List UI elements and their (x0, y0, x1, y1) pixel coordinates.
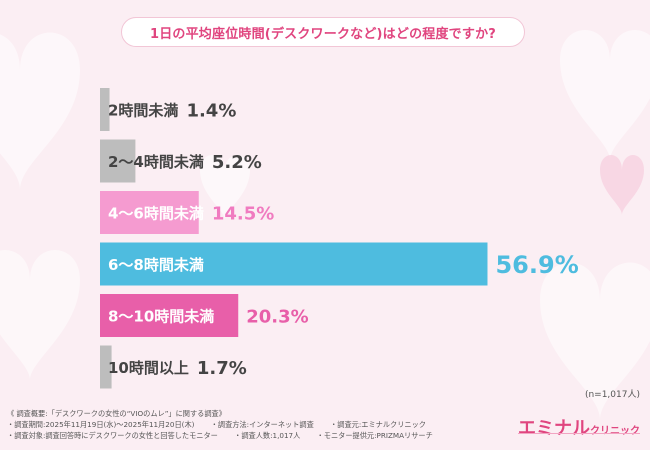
survey-method: ・調査方法:インターネット調査 (210, 420, 314, 429)
survey-count: ・調査人数:1,017人 (234, 431, 301, 440)
category-label-3: 6～8時間未満 (108, 256, 204, 274)
heart-decoration (560, 30, 650, 160)
category-label-4: 8～10時間未満 (108, 308, 214, 326)
bar-2 (100, 191, 199, 234)
value-label-0: 1.4% (186, 101, 236, 122)
heart-decoration (600, 155, 644, 215)
survey-period: ・調査期間:2025年11月19日(水)～2025年11月20日(木) (7, 420, 195, 429)
value-label-3: 56.9% (495, 251, 578, 279)
sample-size-note: (n=1,017人) (584, 390, 640, 400)
survey-organizer: ・調査元:エミナルクリニック (330, 420, 426, 429)
category-label-2: 4～6時間未満 (108, 205, 204, 223)
bar-5 (100, 345, 112, 389)
survey-footer: 《 調査概要:「デスクワークの女性の“VIOのムレ”」に関する調査》 ・調査期間… (7, 408, 447, 441)
logo-underline (518, 433, 640, 434)
logo-main-text: エミナル (518, 418, 590, 439)
value-label-2: 14.5% (212, 204, 274, 225)
survey-target: ・調査対象:調査回答時にデスクワークの女性と回答したモニター (7, 431, 218, 440)
value-label-5: 1.7% (197, 358, 247, 379)
category-label-5: 10時間以上 (108, 359, 189, 377)
bar-0 (100, 88, 110, 131)
heart-decoration (200, 155, 250, 220)
chart-title: 1日の平均座位時間(デスクワークなど)はどの程度ですか? (121, 17, 525, 47)
bar-1 (100, 139, 136, 183)
bar-4 (100, 294, 239, 337)
heart-decoration (540, 262, 650, 420)
heart-decoration (0, 32, 80, 190)
value-label-1: 5.2% (212, 152, 262, 173)
logo-sub-text: クリニック (590, 426, 640, 437)
category-label-1: 2～4時間未満 (108, 153, 204, 171)
heart-decoration (0, 250, 80, 380)
footer-line3: ・調査対象:調査回答時にデスクワークの女性と回答したモニター ・調査人数:1,0… (7, 430, 447, 441)
category-label-0: 2時間未満 (108, 102, 178, 120)
survey-provider: ・モニター提供元:PRIZMAリサーチ (316, 431, 433, 440)
value-label-4: 20.3% (246, 307, 308, 328)
footer-line2: ・調査期間:2025年11月19日(水)～2025年11月20日(木) ・調査方… (7, 419, 447, 430)
eminal-clinic-logo: エミナルクリニック (518, 414, 640, 440)
bar-3 (100, 242, 488, 286)
footer-line1: 《 調査概要:「デスクワークの女性の“VIOのムレ”」に関する調査》 (7, 409, 226, 418)
